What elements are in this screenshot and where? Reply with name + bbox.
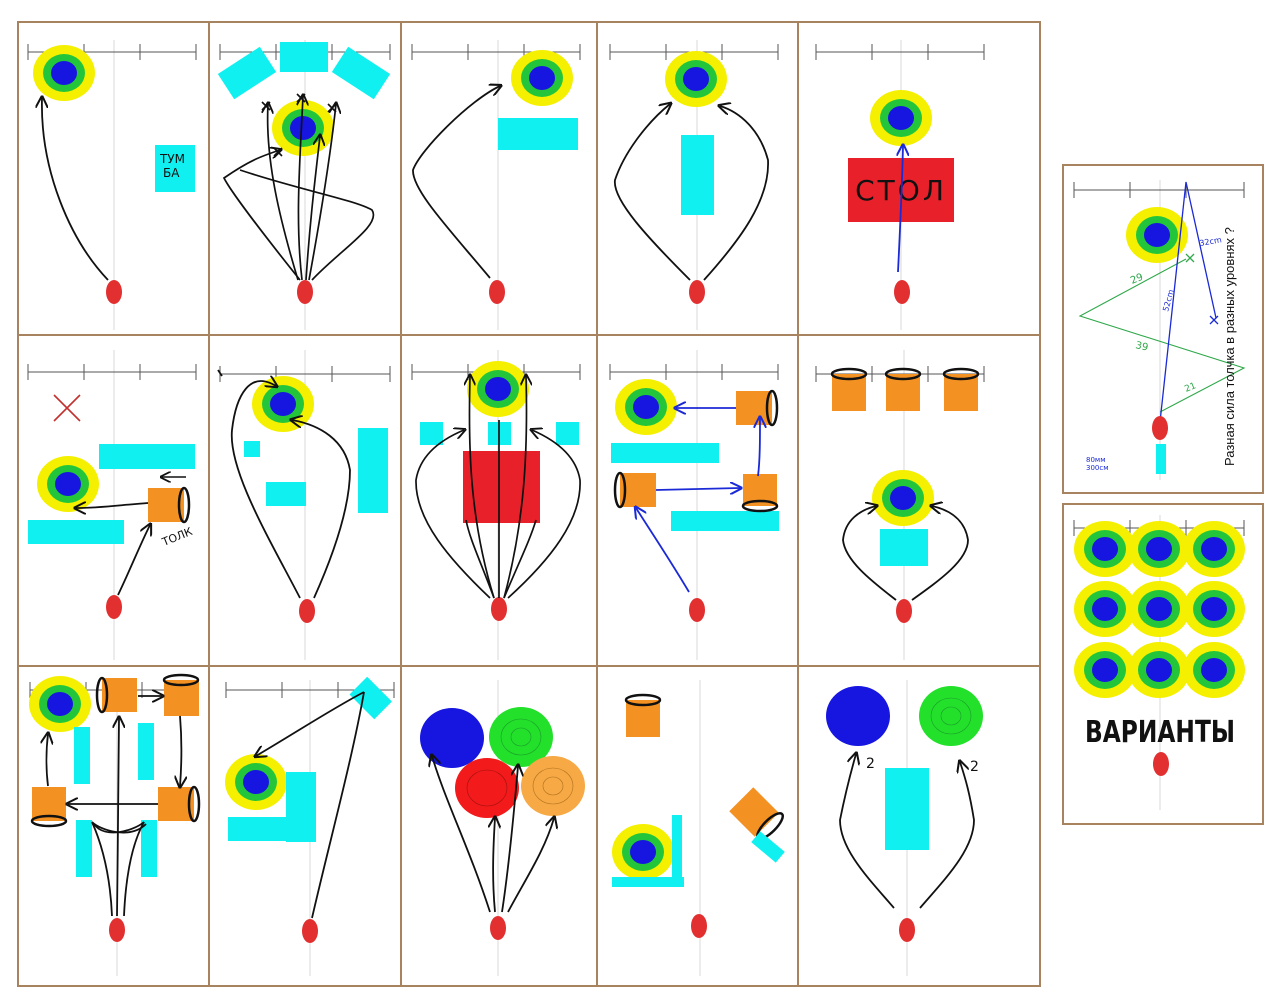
target-ring (33, 45, 95, 101)
puck (894, 280, 910, 304)
puck (689, 598, 705, 622)
puck (302, 919, 318, 943)
puck (689, 280, 705, 304)
panel-r2-c2 (217, 369, 388, 623)
side-title: Разная сила толчка в разных уровнях ? (1222, 227, 1237, 466)
target-ring (1074, 642, 1136, 698)
tumba-label: ТУМ БА (159, 152, 185, 180)
ruler-bars (27, 44, 1245, 698)
target-ring (1128, 642, 1190, 698)
target-ring (511, 50, 573, 106)
measure-29: 29 (1129, 272, 1145, 287)
target-ring (467, 361, 529, 417)
target-ring (37, 456, 99, 512)
count-label-right: 2 (970, 759, 979, 775)
target-ring (1128, 521, 1190, 577)
target-ring (872, 470, 934, 526)
panel-r3-c2 (225, 676, 392, 943)
puck (489, 280, 505, 304)
panel-r1-c4 (614, 51, 769, 304)
measure-21: 21 (1183, 381, 1197, 395)
puck (896, 599, 912, 623)
puck (106, 280, 122, 304)
puck (109, 918, 125, 942)
path-fan (222, 96, 375, 281)
panel-r3-c4 (612, 693, 785, 938)
table-label: СТОЛ (855, 174, 947, 207)
panel-r3-c5: 2 2 (826, 686, 983, 942)
variants-label: ВАРИАНТЫ (1085, 715, 1235, 750)
puck (1153, 752, 1169, 776)
panel-r1-c1: ТУМ БА (33, 45, 195, 304)
puck (297, 280, 313, 304)
target-ring (1074, 521, 1136, 577)
target-ring (1183, 581, 1245, 637)
x-marks (261, 93, 337, 157)
side-panel-force: 29 39 21 32cm 52cm 80мм 300см Разная сила… (1078, 181, 1246, 474)
target-ring (1126, 207, 1188, 263)
panel-r2-c4 (611, 379, 779, 622)
panel-r3-c3 (420, 707, 585, 940)
target-ring (1074, 581, 1136, 637)
panel-r3-c1 (29, 673, 201, 942)
tumba-block (155, 145, 195, 192)
measure-note: 80мм 300см (1086, 456, 1109, 472)
puck (691, 914, 707, 938)
puck (491, 597, 507, 621)
count-label-left: 2 (866, 756, 875, 772)
panel-grid (17, 21, 1264, 987)
target-ring (665, 51, 727, 107)
measure-32cm: 32cm (1199, 235, 1223, 248)
path-arrow (42, 98, 109, 281)
target-ring (1183, 521, 1245, 577)
target-ring (1183, 642, 1245, 698)
panel-r1-c5: СТОЛ (848, 90, 954, 304)
panel-r2-c5 (830, 367, 980, 623)
puck (299, 599, 315, 623)
puck (490, 916, 506, 940)
target-ring (1128, 581, 1190, 637)
panel-r2-c1: ТОЛК (28, 394, 195, 619)
target-ring (225, 754, 287, 810)
tolk-label: ТОЛК (159, 525, 194, 549)
puck (1152, 416, 1168, 440)
measure-39: 39 (1134, 340, 1149, 353)
panel-r1-c3 (412, 50, 578, 304)
side-panel-variants: ВАРИАНТЫ (1074, 521, 1245, 776)
target-ring (615, 379, 677, 435)
target-ring (870, 90, 932, 146)
target-ring (272, 100, 334, 156)
x-mark (53, 394, 81, 422)
puck (106, 595, 122, 619)
panel-r1-c2 (217, 42, 391, 304)
panel-r2-c3 (415, 361, 581, 621)
target-ring (29, 676, 91, 732)
puck (899, 918, 915, 942)
target-ring (612, 824, 674, 880)
